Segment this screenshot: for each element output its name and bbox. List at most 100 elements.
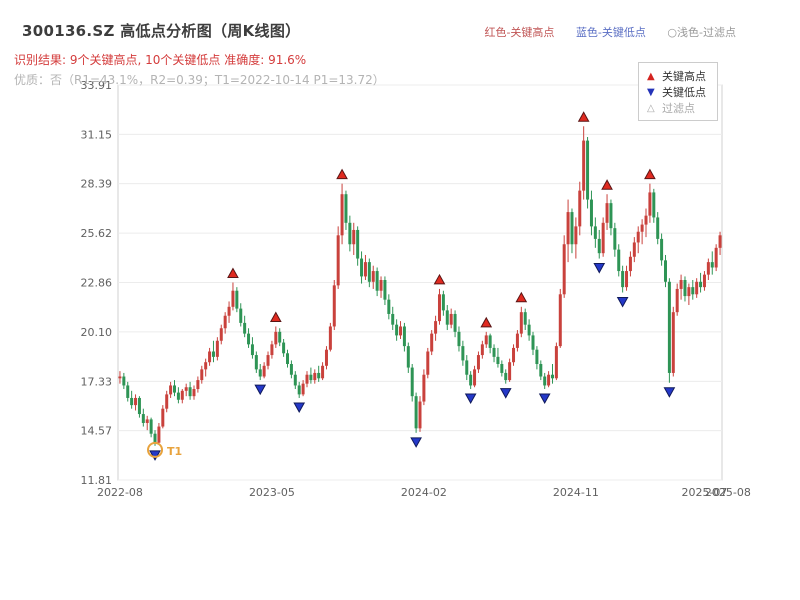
candle-body xyxy=(484,335,488,345)
candle-body xyxy=(430,333,434,352)
legend-item-key-low: ▼ 关键低点 xyxy=(647,84,709,100)
candle-body xyxy=(613,228,617,250)
candle-body xyxy=(395,324,399,336)
candle-body xyxy=(601,222,605,254)
candle-body xyxy=(586,140,590,200)
candle-body xyxy=(254,355,258,370)
x-tick-label: 2022-08 xyxy=(97,486,143,499)
candle-body xyxy=(422,374,426,402)
candle-body xyxy=(679,279,683,289)
candle-body xyxy=(671,312,675,373)
candle-body xyxy=(640,224,644,232)
t1-label: T1 xyxy=(167,445,182,458)
candle-body xyxy=(663,260,667,282)
candle-body xyxy=(504,372,508,381)
candle-body xyxy=(558,294,562,347)
legend-item-label: 关键高点 xyxy=(662,70,706,83)
key-high-marker xyxy=(515,291,528,303)
candle-body xyxy=(445,310,449,325)
candle-body xyxy=(426,351,430,375)
x-tick-label: 2025-07 xyxy=(681,486,727,499)
candle-body xyxy=(270,344,274,356)
candle-body xyxy=(352,229,356,245)
candle-body xyxy=(488,335,492,348)
candle-body xyxy=(582,140,586,191)
y-tick-label: 28.39 xyxy=(81,178,113,191)
candle-body xyxy=(188,387,192,397)
candle-body xyxy=(441,294,445,311)
candle-body xyxy=(301,383,305,395)
candle-body xyxy=(418,401,422,429)
candle-body xyxy=(215,340,219,357)
candle-body xyxy=(293,374,297,386)
candle-body xyxy=(336,235,340,286)
candle-body xyxy=(387,299,391,314)
y-tick-label: 33.91 xyxy=(81,79,113,92)
legend-filtered-label: ○浅色-过滤点 xyxy=(667,26,736,39)
key-high-triangle-icon: ▲ xyxy=(647,70,655,82)
candle-body xyxy=(574,226,578,245)
key-high-marker xyxy=(644,168,656,180)
x-tick-label: 2025-08 xyxy=(705,486,751,499)
candle-body xyxy=(702,274,706,288)
candle-body xyxy=(250,344,254,356)
candle-body xyxy=(309,374,313,381)
legend-key-high-label: 红色-关键高点 xyxy=(484,26,555,39)
candle-body xyxy=(621,271,625,288)
candle-body xyxy=(406,346,410,368)
candle-body xyxy=(605,203,609,223)
candle-body xyxy=(414,396,418,429)
candle-body xyxy=(297,385,301,395)
candle-body xyxy=(699,281,703,288)
candle-body xyxy=(496,356,500,365)
legend-item-filtered: △ 过滤点 xyxy=(647,100,709,116)
x-tick-label: 2024-11 xyxy=(553,486,599,499)
candle-body xyxy=(609,203,613,229)
candle-body xyxy=(192,389,196,397)
key-low-marker xyxy=(593,263,606,274)
key-low-marker xyxy=(499,388,512,399)
candle-body xyxy=(126,385,130,398)
candle-body xyxy=(278,331,282,343)
candle-body xyxy=(710,262,714,268)
candle-body xyxy=(379,279,383,291)
candle-body xyxy=(317,372,321,379)
candle-body xyxy=(628,256,632,272)
candle-body xyxy=(527,324,531,336)
candle-body xyxy=(683,279,687,297)
candle-body xyxy=(348,222,352,245)
candle-body xyxy=(437,294,441,322)
candle-body xyxy=(706,262,710,275)
candle-body xyxy=(660,238,664,261)
candle-body xyxy=(535,349,539,365)
recognition-result: 识别结果: 9个关键高点, 10个关键低点 准确度: 91.6% xyxy=(14,53,307,67)
candle-body xyxy=(324,349,328,366)
candle-body xyxy=(566,212,570,245)
candle-body xyxy=(547,374,551,386)
candle-body xyxy=(597,238,601,254)
candle-body xyxy=(211,351,215,357)
quality-line: 优质：否（R1=43.1%，R2=0.39；T1=2022-10-14 P1=1… xyxy=(14,73,385,87)
key-high-marker xyxy=(601,179,613,190)
candle-body xyxy=(344,194,348,223)
candle-body xyxy=(648,192,652,216)
candle-body xyxy=(371,271,375,282)
candle-body xyxy=(578,190,582,227)
candle-body xyxy=(617,249,621,272)
candle-body xyxy=(461,346,465,361)
candle-body xyxy=(118,376,122,379)
candle-body xyxy=(169,385,173,395)
page-title: 300136.SZ 高低点分析图（周K线图） xyxy=(22,22,301,40)
x-tick-label: 2023-05 xyxy=(249,486,295,499)
candle-body xyxy=(332,285,336,327)
candle-body xyxy=(402,326,406,347)
legend-item-label: 过滤点 xyxy=(662,102,695,115)
candle-body xyxy=(691,287,695,295)
candle-body xyxy=(667,281,671,373)
candle-body xyxy=(340,194,344,236)
candle-body xyxy=(589,199,593,227)
candle-body xyxy=(176,392,180,400)
candle-body xyxy=(367,262,371,282)
candle-body xyxy=(286,353,290,365)
